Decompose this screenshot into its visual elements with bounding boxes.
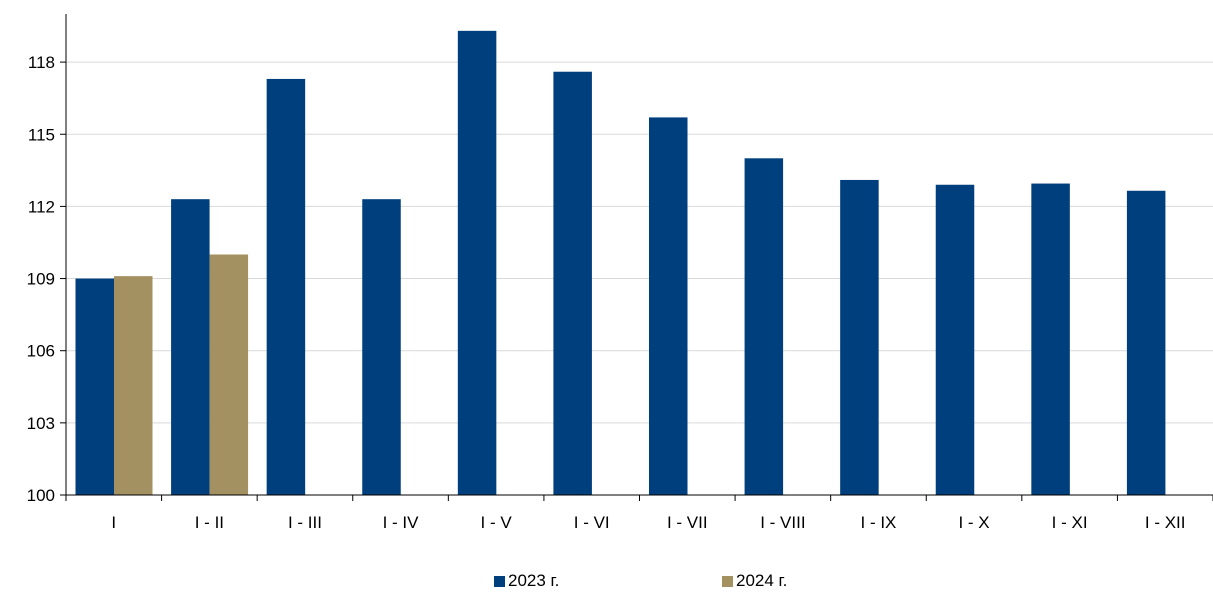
bar-2023-10 [1031,183,1070,496]
axes [60,14,1213,501]
bar-2024-0 [114,276,153,495]
legend-item-2024: 2024 г. [722,571,787,591]
y-tick-label: 115 [28,125,55,144]
bar-2023-1 [171,199,210,495]
x-tick-label: I - VI [574,513,610,532]
bar-2023-5 [553,71,592,495]
x-tick-label: I - IX [861,513,897,532]
y-tick-label: 112 [28,197,55,216]
gridlines [66,61,1213,424]
legend-swatch-2024 [722,575,733,587]
x-tick-label: I - VIII [760,513,805,532]
x-tick-label: I - II [195,513,224,532]
y-tick-label: 109 [27,270,55,289]
bar-2023-11 [1126,190,1166,495]
y-tick-label: 103 [27,414,55,433]
bar-2023-0 [75,278,114,495]
bar-2023-8 [840,179,879,495]
x-tick-label: I - XII [1145,513,1186,532]
legend: 2023 г. 2024 г. [0,571,1213,597]
legend-item-2023: 2023 г. [494,571,559,591]
bars [75,30,1166,496]
y-tick-label: 100 [27,486,55,505]
legend-label-2024: 2024 г. [736,571,788,590]
legend-swatch-2023 [494,575,505,587]
x-tick-label: I - XI [1052,513,1088,532]
x-tick-label: I - X [958,513,989,532]
bar-2024-1 [209,254,249,495]
bar-2023-7 [744,158,784,496]
bar-2023-4 [457,30,497,496]
x-tick-label: I - VII [667,513,708,532]
y-tick-label: 118 [28,53,55,72]
legend-label-2023: 2023 г. [508,571,560,590]
x-tick-label: I - III [288,513,322,532]
x-tick-label: I [111,513,116,532]
bar-2023-3 [362,199,401,495]
bar-2023-9 [935,184,975,495]
x-tick-label: I - V [481,513,513,532]
bar-2023-6 [649,117,688,495]
y-tick-label: 106 [27,342,55,361]
bar-chart: 100 103 106 109 112 115 118 I I - II I - III I - I… [27,14,1213,532]
x-tick-label: I - IV [383,513,420,532]
bar-2023-2 [266,78,306,495]
tick-labels: 100 103 106 109 112 115 118 I I - II I - III I - I… [27,53,1186,532]
